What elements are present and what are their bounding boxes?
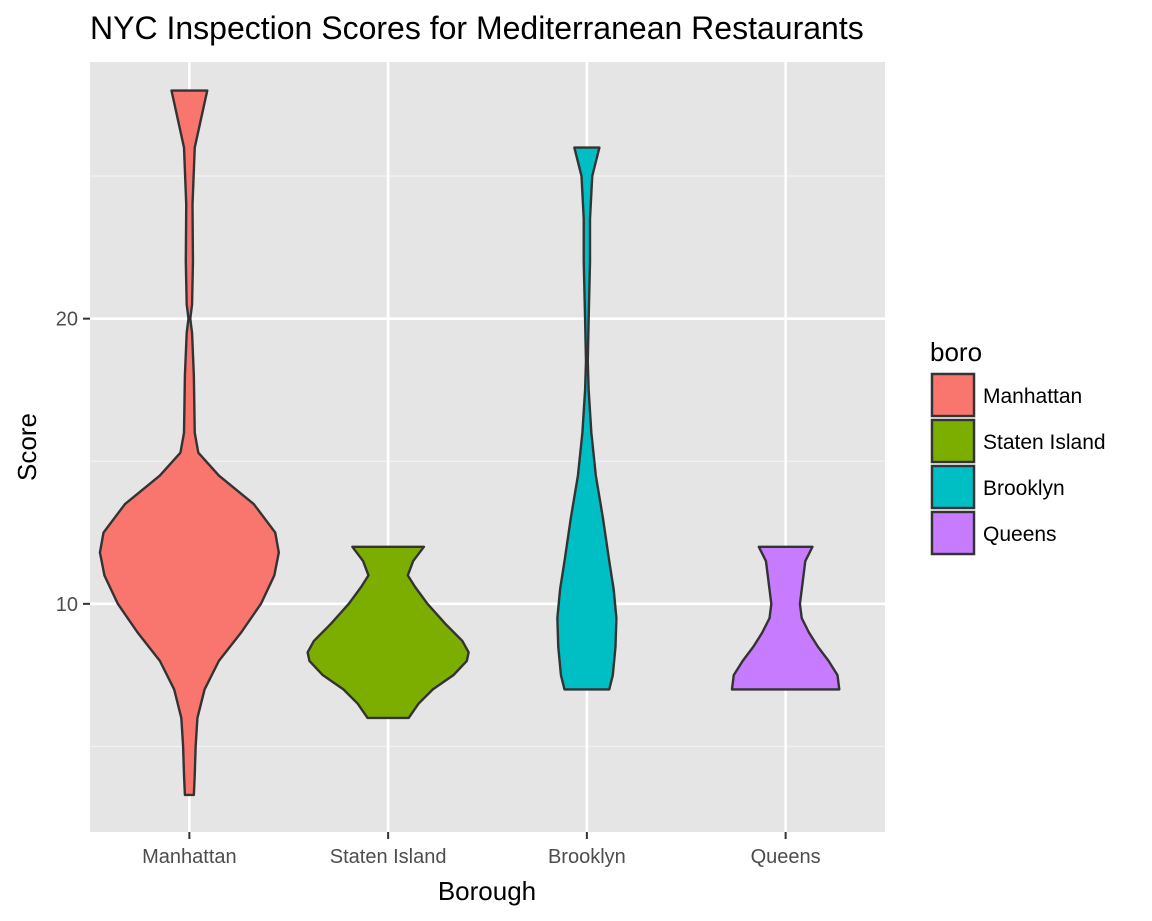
y-axis-title: Score bbox=[12, 413, 42, 481]
violins bbox=[98, 89, 841, 797]
x-tick-label: Queens bbox=[751, 846, 821, 868]
legend-swatch bbox=[930, 464, 976, 510]
x-tick-label: Brooklyn bbox=[548, 846, 626, 868]
legend-title: boro bbox=[930, 337, 982, 367]
x-axis-title: Borough bbox=[438, 876, 536, 906]
chart-title: NYC Inspection Scores for Mediterranean … bbox=[90, 10, 864, 46]
legend-label: Brooklyn bbox=[983, 477, 1065, 500]
axes: 10 20 Manhattan Staten Island Brooklyn Queens bbox=[56, 309, 821, 868]
legend-label: Queens bbox=[983, 523, 1057, 546]
legend-swatch bbox=[930, 372, 976, 418]
y-tick-label: 20 bbox=[56, 309, 78, 331]
violin-queens bbox=[730, 545, 841, 691]
legend-label: Manhattan bbox=[983, 385, 1082, 408]
y-tick-label: 10 bbox=[56, 594, 78, 616]
violin-staten-island bbox=[306, 545, 470, 720]
violin-manhattan bbox=[98, 89, 281, 797]
legend-label: Staten Island bbox=[983, 431, 1106, 454]
legend-swatch bbox=[930, 418, 976, 464]
x-tick-label: Staten Island bbox=[330, 846, 447, 868]
legend-swatch bbox=[930, 510, 976, 556]
plot-panel bbox=[90, 62, 885, 832]
legend: boro Manhattan Staten Island Brooklyn Queen… bbox=[930, 337, 1106, 556]
x-tick-label: Manhattan bbox=[142, 846, 237, 868]
violin-brooklyn bbox=[556, 146, 618, 691]
